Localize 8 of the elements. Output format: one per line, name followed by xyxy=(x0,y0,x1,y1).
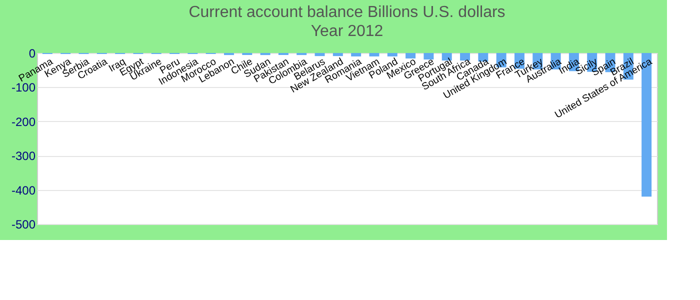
y-tick-label: -200 xyxy=(11,114,36,129)
chart-title: Current account balance Billions U.S. dollars xyxy=(188,4,506,21)
y-tick-label: -300 xyxy=(11,149,36,164)
y-tick-label: -500 xyxy=(11,218,36,232)
y-tick-label: 0 xyxy=(28,46,36,60)
chart-subtitle: Year 2012 xyxy=(310,23,384,40)
y-tick-label: -400 xyxy=(11,183,36,198)
y-tick-label: -100 xyxy=(11,80,36,95)
